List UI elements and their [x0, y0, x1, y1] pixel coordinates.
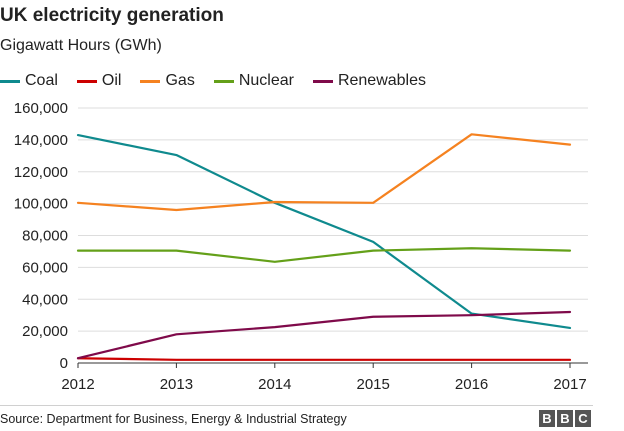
x-tick-label: 2015: [357, 376, 390, 393]
y-tick-label: 160,000: [14, 100, 68, 117]
legend-label: Renewables: [337, 72, 427, 89]
x-tick-label: 2016: [455, 376, 488, 393]
x-tick-label: 2013: [160, 376, 193, 393]
legend-swatch: [312, 79, 333, 83]
x-tick-label: 2012: [61, 376, 94, 393]
y-tick-label: 100,000: [14, 196, 68, 213]
series-line-renewables: [76, 310, 572, 360]
legend-swatch: [140, 79, 161, 83]
series-line-nuclear: [76, 247, 572, 263]
bbc-logo-letter: B: [557, 410, 573, 427]
y-tick-label: 20,000: [22, 323, 68, 340]
legend-item-renewables: Renewables: [312, 72, 427, 90]
legend-item-coal: Coal: [0, 72, 58, 90]
y-tick-label: 80,000: [22, 228, 68, 245]
source-note: Source: Department for Business, Energy …: [0, 412, 347, 426]
series-line-oil: [76, 357, 572, 361]
legend-swatch: [0, 79, 20, 83]
x-tick-label: 2017: [553, 376, 586, 393]
legend-label: Oil: [101, 72, 122, 89]
y-tick-label: 0: [60, 355, 68, 372]
series-line-coal: [76, 133, 572, 330]
y-tick-label: 120,000: [14, 164, 68, 181]
bbc-logo: B B C: [539, 410, 593, 427]
series-line-gas: [76, 133, 572, 212]
y-tick-label: 40,000: [22, 291, 68, 308]
legend-label: Coal: [25, 72, 58, 89]
footer-divider: [0, 405, 593, 406]
x-tick-label: 2014: [258, 376, 291, 393]
legend-swatch: [76, 79, 97, 83]
legend-label: Nuclear: [238, 72, 294, 89]
y-tick-label: 140,000: [14, 132, 68, 149]
chart-title: UK electricity generation: [0, 5, 224, 26]
bbc-logo-letter: C: [575, 410, 591, 427]
bbc-logo-letter: B: [539, 410, 555, 427]
legend-item-oil: Oil: [76, 72, 122, 90]
chart-subtitle: Gigawatt Hours (GWh): [0, 37, 162, 54]
legend-label: Gas: [165, 72, 195, 89]
legend-item-gas: Gas: [140, 72, 195, 90]
line-chart: 0 20,000 40,000 60,000 80,000 100,000 120,000 1…: [14, 100, 588, 393]
legend-item-nuclear: Nuclear: [213, 72, 294, 90]
y-tick-label: 60,000: [22, 259, 68, 276]
legend-swatch: [213, 79, 234, 83]
chart-legend: Coal Oil Gas Nuclear Renewables: [0, 72, 445, 90]
